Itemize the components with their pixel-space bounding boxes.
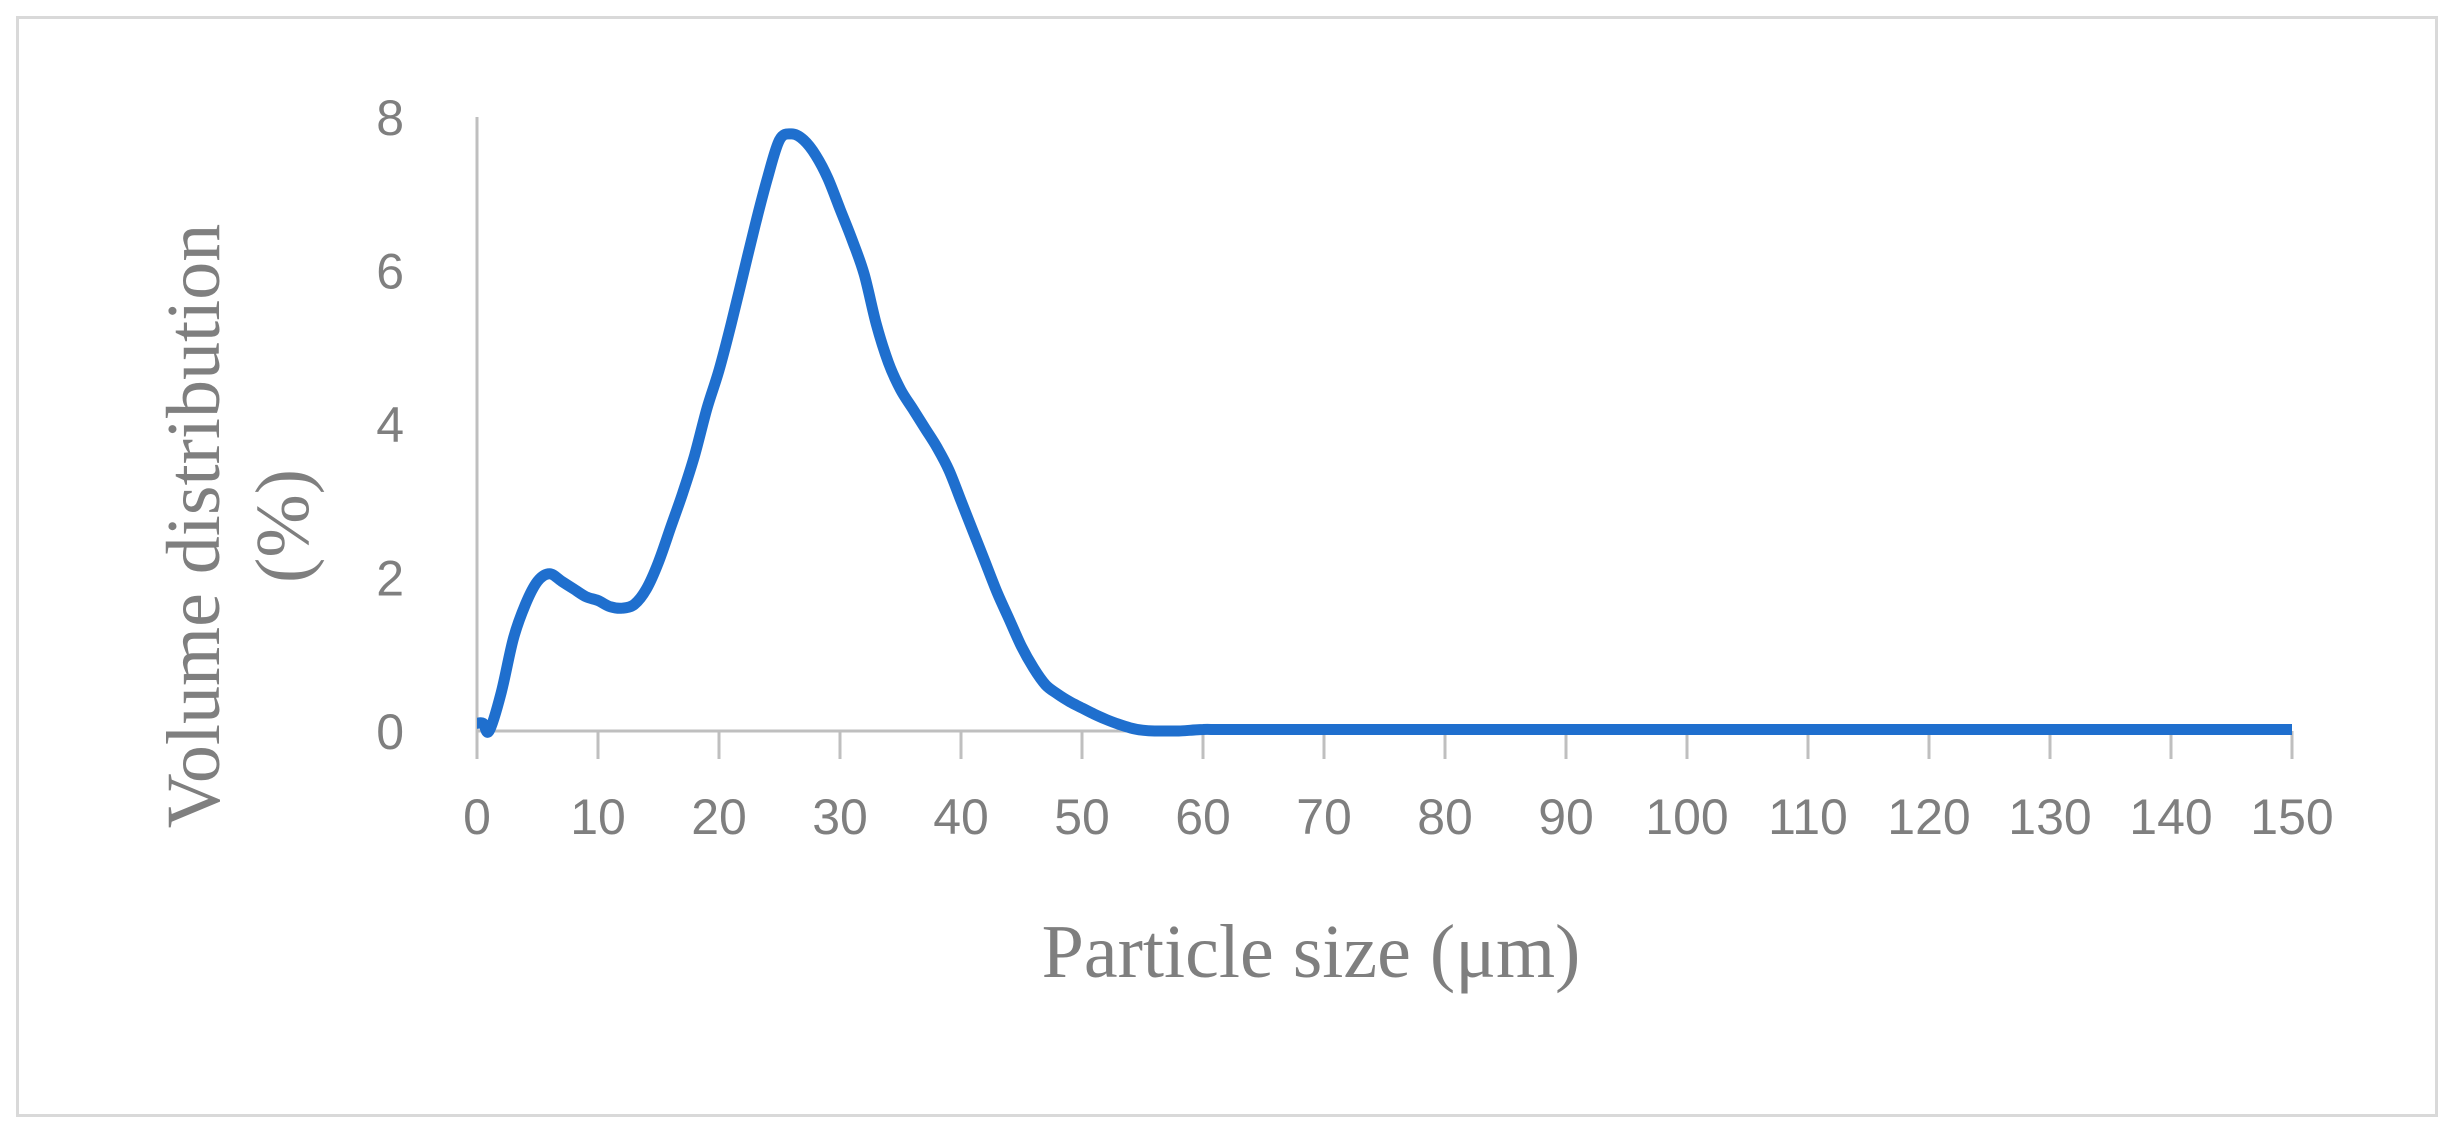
x-tick-label: 10 [570, 789, 626, 845]
y-tick-label: 4 [376, 397, 404, 453]
y-tick-label: 8 [376, 90, 404, 146]
y-axis-title-line-1: Volume distribution [152, 224, 236, 829]
x-tick-label: 0 [463, 789, 491, 845]
tick-labels: 0 10 20 30 40 50 60 70 80 90 100 110 120 130 140 150 0 2 4… [376, 90, 2334, 845]
axes [475, 117, 2294, 759]
y-tick-label: 2 [376, 551, 404, 607]
y-axis-title: Volume distribution (%) [152, 224, 325, 829]
x-tick-label: 130 [2008, 789, 2091, 845]
x-tick-label: 150 [2250, 789, 2333, 845]
x-tick-label: 80 [1417, 789, 1473, 845]
x-tick-label: 140 [2129, 789, 2212, 845]
x-tick-label: 50 [1054, 789, 1110, 845]
x-tick-label: 120 [1887, 789, 1970, 845]
x-tick-label: 60 [1175, 789, 1231, 845]
x-tick-label: 20 [691, 789, 747, 845]
y-tick-label: 6 [376, 244, 404, 300]
x-axis-title: Particle size (μm) [1042, 910, 1581, 994]
x-tick-label: 100 [1645, 789, 1728, 845]
x-tick-label: 90 [1538, 789, 1594, 845]
x-tick-label: 30 [812, 789, 868, 845]
series-line [476, 128, 2292, 738]
x-tick-label: 40 [933, 789, 989, 845]
y-tick-label: 0 [376, 704, 404, 760]
chart-svg: 0 10 20 30 40 50 60 70 80 90 100 110 120 130 140 150 0 2 4… [152, 90, 2334, 994]
x-tick-label: 70 [1296, 789, 1352, 845]
x-tick-label: 110 [1768, 789, 1848, 845]
chart-frame: 0 10 20 30 40 50 60 70 80 90 100 110 120 130 140 150 0 2 4… [16, 16, 2438, 1117]
series-layer [476, 128, 2292, 738]
y-axis-title-line-2: (%) [241, 469, 325, 583]
